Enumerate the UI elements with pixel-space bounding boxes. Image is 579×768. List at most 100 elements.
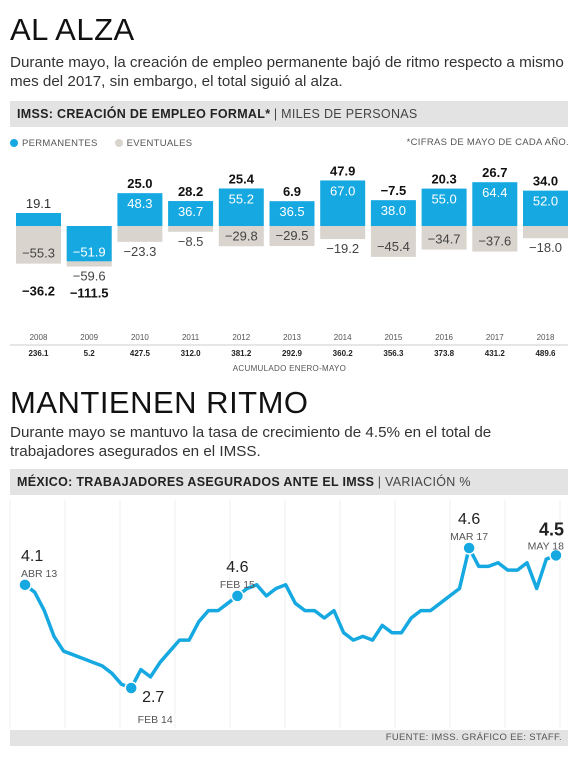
annotation-date: MAR 17 <box>450 531 488 543</box>
label-eventuales-2009: −59.6 <box>73 269 106 284</box>
band-separator: | <box>377 475 386 489</box>
label-permanentes-2017: 64.4 <box>482 185 507 200</box>
accumulated-value-2011: 312.0 <box>180 349 201 358</box>
annotation-date: MAY 18 <box>528 540 565 552</box>
legend-eventuales-label: EVENTUALES <box>126 138 193 149</box>
year-label-2016: 2016 <box>435 333 453 342</box>
bar-eventuales-2013 <box>269 226 315 247</box>
label-permanentes-2008: 19.1 <box>26 196 51 211</box>
label-total-2016: 20.3 <box>431 172 456 187</box>
line-series <box>23 546 557 690</box>
bar-eventuales-2016 <box>421 226 467 250</box>
bar-eventuales-2014 <box>320 226 366 240</box>
marker-mar-17 <box>462 541 476 555</box>
label-permanentes-2014: 67.0 <box>330 183 355 198</box>
annotation-value: 4.6 <box>458 511 480 528</box>
bar-permanentes-2008 <box>16 213 61 226</box>
accumulated-value-2009: 5.2 <box>83 349 95 358</box>
marker-feb-15 <box>230 589 245 603</box>
bar-eventuales-2010 <box>117 226 163 242</box>
bar-permanentes-2012 <box>218 188 264 226</box>
label-eventuales-2014: −19.2 <box>326 241 359 256</box>
bar-eventuales-2011 <box>168 226 214 232</box>
label-eventuales-2010: −23.3 <box>123 244 156 259</box>
band-separator: | <box>273 107 282 121</box>
bar-permanentes-2014 <box>320 180 366 226</box>
bar-permanentes-2013 <box>269 201 315 226</box>
top-chart-unit: MILES DE PERSONAS <box>281 107 418 121</box>
footnote: *CIFRAS DE MAYO DE CADA AÑO. <box>406 137 569 148</box>
year-label-2017: 2017 <box>485 333 504 342</box>
bottom-chart-band: MÉXICO: TRABAJADORES ASEGURADOS ANTE EL … <box>10 469 568 495</box>
label-permanentes-2009: −51.9 <box>73 244 106 259</box>
bar-permanentes-2011 <box>168 201 214 226</box>
label-permanentes-2010: 48.3 <box>127 196 152 211</box>
bar-eventuales-2008 <box>16 226 61 264</box>
year-label-2009: 2009 <box>80 333 99 342</box>
bar-permanentes-2018 <box>523 190 568 226</box>
marker-abr-13 <box>18 578 32 592</box>
accumulated-value-2013: 292.9 <box>281 349 303 358</box>
annotation-value: 2.7 <box>142 689 164 706</box>
footer: FUENTE: IMSS. GRÁFICO EE: STAFF. <box>10 730 568 746</box>
legend-permanentes-swatch <box>10 139 18 148</box>
label-total-2015: −7.5 <box>381 183 407 198</box>
label-eventuales-2016: −34.7 <box>428 232 461 247</box>
accumulated-value-2016: 373.8 <box>434 349 455 358</box>
legend: PERMANENTES EVENTUALES <box>10 138 192 149</box>
accumulated-value-2012: 381.2 <box>231 349 252 358</box>
year-label-2008: 2008 <box>29 333 48 342</box>
label-eventuales-2018: −18.0 <box>529 240 562 255</box>
label-eventuales-2017: −37.6 <box>478 234 511 249</box>
top-subtitle: Durante mayo, la creación de empleo perm… <box>10 54 564 90</box>
accumulated-value-2018: 489.6 <box>535 349 556 358</box>
accumulated-value-2008: 236.1 <box>28 349 49 358</box>
marker-feb-14 <box>124 681 138 695</box>
label-total-2009: −111.5 <box>70 286 109 301</box>
year-label-2018: 2018 <box>536 333 555 342</box>
annotation-value: 4.5 <box>539 519 564 539</box>
annotation-date: ABR 13 <box>21 568 57 580</box>
bar-eventuales-2015 <box>370 226 416 257</box>
bottom-subtitle: Durante mayo se mantuvo la tasa de creci… <box>10 424 492 460</box>
bottom-title: MANTIENEN RITMO <box>10 385 309 420</box>
label-eventuales-2012: −29.8 <box>225 228 258 243</box>
label-permanentes-2011: 36.7 <box>178 204 203 219</box>
year-label-2013: 2013 <box>283 333 301 342</box>
bar-permanentes-2009 <box>66 226 112 262</box>
year-label-2012: 2012 <box>232 333 251 342</box>
legend-permanentes-label: PERMANENTES <box>22 138 98 149</box>
bar-permanentes-2017 <box>472 182 518 226</box>
year-label-2011: 2011 <box>181 333 200 342</box>
label-total-2013: 6.9 <box>283 184 301 199</box>
accumulated-label: ACUMULADO ENERO-MAYO <box>232 364 347 373</box>
label-total-2010: 25.0 <box>127 176 152 191</box>
year-label-2015: 2015 <box>384 333 403 342</box>
label-total-2012: 25.4 <box>229 171 255 186</box>
accumulated-value-2014: 360.2 <box>332 349 353 358</box>
legend-eventuales-swatch <box>114 139 123 148</box>
label-total-2011: 28.2 <box>178 184 203 199</box>
annotation-value: 4.1 <box>21 548 43 565</box>
label-eventuales-2008: −55.3 <box>22 246 55 261</box>
label-permanentes-2018: 52.0 <box>533 194 558 209</box>
bar-permanentes-2015 <box>370 200 416 226</box>
label-eventuales-2015: −45.4 <box>377 239 410 254</box>
source-text: FUENTE: IMSS. GRÁFICO EE: STAFF. <box>385 732 562 743</box>
annotation-date: FEB 15 <box>220 579 255 591</box>
label-eventuales-2011: −8.5 <box>178 234 204 249</box>
bar-eventuales-2017 <box>472 226 518 252</box>
label-permanentes-2012: 55.2 <box>229 191 254 206</box>
label-permanentes-2016: 55.0 <box>431 192 456 207</box>
label-total-2018: 34.0 <box>533 174 558 189</box>
annotation-date: FEB 14 <box>138 714 173 726</box>
label-eventuales-2013: −29.5 <box>276 228 309 243</box>
label-total-2017: 26.7 <box>482 165 507 180</box>
bar-eventuales-2018 <box>523 226 568 239</box>
bottom-chart-title: MÉXICO: TRABAJADORES ASEGURADOS ANTE EL … <box>17 475 375 489</box>
annotation-value: 4.6 <box>226 559 248 576</box>
bar-chart: 19.1 −55.3 −36.2 −51.9 −59.6 −111.5 48.3 −23.3 2… <box>10 163 568 346</box>
top-title: AL ALZA <box>10 12 135 47</box>
marker-may-18 <box>549 548 563 563</box>
year-label-2010: 2010 <box>130 333 149 342</box>
